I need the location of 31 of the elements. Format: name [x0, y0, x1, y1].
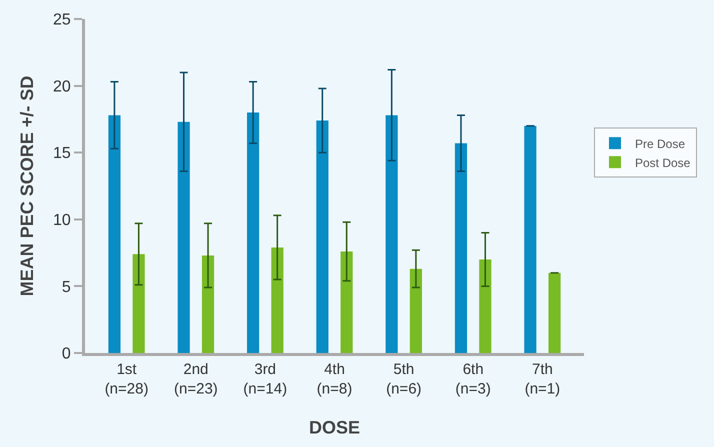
bar [479, 259, 492, 353]
bar [340, 251, 353, 353]
bar [316, 120, 328, 353]
y-tick-label: 5 [62, 278, 71, 296]
bar [247, 112, 260, 353]
y-tick-label: 25 [53, 12, 71, 29]
bar [178, 122, 190, 353]
x-tick-label: 3rd (n=14) [243, 361, 288, 398]
y-tick-label: 10 [53, 212, 71, 229]
bar [386, 115, 398, 353]
x-tick-label: 1st (n=28) [104, 361, 148, 398]
x-tick-label: 6th (n=3) [455, 361, 491, 398]
x-tick-label: 7th (n=1) [524, 361, 560, 398]
x-tick-label: 4th (n=8) [316, 361, 352, 398]
bar [132, 254, 145, 353]
x-tick-label: 2nd (n=23) [174, 361, 218, 398]
bar [524, 126, 536, 353]
bar [202, 255, 214, 353]
x-tick-label: 5th (n=6) [386, 361, 422, 398]
legend-label: Post Dose [634, 156, 691, 170]
x-axis-title: DOSE [308, 418, 360, 438]
y-tick-label: 0 [62, 346, 71, 363]
bar [271, 247, 284, 353]
y-tick-label: 20 [53, 78, 71, 96]
y-tick-label: 15 [53, 145, 71, 162]
y-axis-title: MEAN PEC SCORE +/- SD [17, 76, 38, 296]
bar [108, 115, 121, 353]
bar [410, 268, 422, 353]
bar [454, 143, 468, 353]
bar [548, 272, 561, 353]
legend-label: Pre Dose [634, 136, 686, 151]
